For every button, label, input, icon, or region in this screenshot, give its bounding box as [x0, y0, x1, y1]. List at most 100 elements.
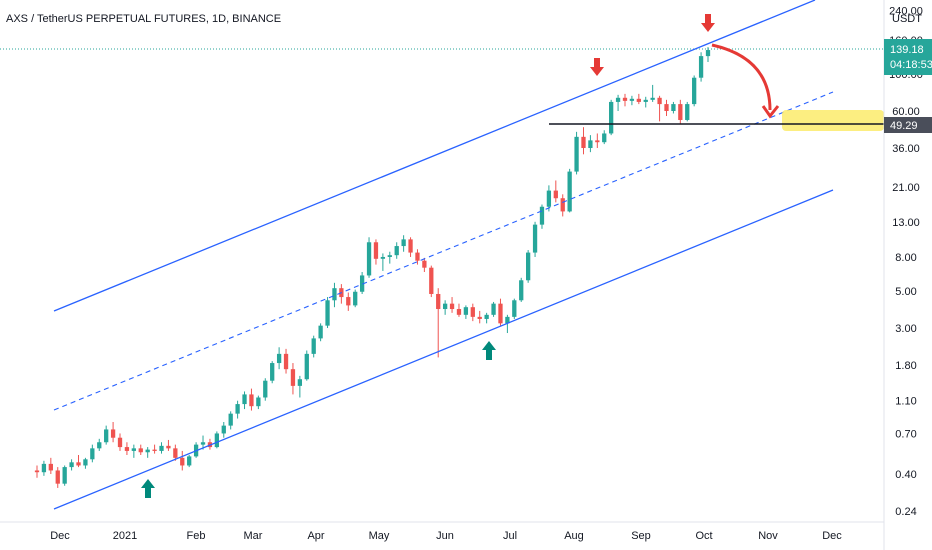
candle-body — [602, 133, 607, 143]
candle-body — [97, 442, 102, 449]
candle — [256, 395, 261, 410]
candle — [567, 168, 572, 213]
currency-label: USDT — [892, 13, 922, 25]
time-axis[interactable]: Dec 2021 Feb Mar Apr May Jun Jul Aug Sep Oct Nov Dec — [50, 530, 842, 542]
candle-body — [276, 353, 282, 364]
candle-body — [622, 97, 628, 101]
candle-body — [609, 101, 614, 134]
candle — [69, 459, 74, 471]
candle — [166, 439, 171, 451]
candle — [525, 250, 531, 283]
candle — [263, 378, 268, 401]
candle-body — [546, 190, 552, 207]
candle — [249, 388, 254, 411]
candle — [124, 442, 130, 455]
candle — [221, 421, 226, 438]
time-tick-label: Nov — [758, 530, 778, 542]
candle-body — [145, 449, 150, 453]
candle-body — [290, 369, 296, 386]
candle — [588, 135, 593, 153]
candle-body — [166, 445, 171, 449]
candle-body — [283, 353, 289, 370]
candle — [560, 194, 565, 217]
candle-body — [387, 255, 392, 257]
time-tick-label: Jun — [436, 530, 454, 542]
last-price-badge: 139.18 04:18:53 — [884, 39, 932, 75]
target-zone-highlight[interactable] — [782, 110, 884, 131]
candle-body — [346, 297, 351, 306]
candle — [145, 447, 150, 458]
candle-body — [539, 206, 545, 225]
candle — [657, 95, 662, 122]
candle-body — [491, 303, 496, 315]
candle-body — [83, 459, 88, 466]
candle-body — [456, 309, 462, 315]
candle — [159, 442, 164, 454]
candle — [228, 411, 233, 430]
candle — [104, 425, 109, 445]
candle-body — [200, 442, 206, 445]
candle — [456, 303, 462, 317]
down-arrow-head — [590, 67, 604, 76]
candle — [415, 249, 420, 265]
candle-body — [574, 136, 579, 172]
candle — [83, 457, 88, 469]
candle — [498, 298, 503, 326]
candle — [491, 301, 496, 317]
candle-body — [228, 413, 233, 426]
candle — [76, 454, 81, 468]
down-arrow-shaft — [705, 14, 711, 24]
candle — [373, 239, 379, 265]
candle — [609, 99, 614, 136]
candle-body — [110, 429, 116, 438]
candle-body — [401, 239, 406, 247]
chart-title: AXS / TetherUS PERPETUAL FUTURES, 1D, BI… — [6, 13, 281, 25]
price-tick-label: 0.24 — [895, 506, 916, 518]
candle — [117, 433, 123, 451]
up-arrow-head — [482, 341, 496, 350]
candle-body — [359, 275, 365, 292]
candle-body — [48, 463, 53, 471]
candle-body — [636, 98, 641, 102]
candle — [34, 465, 40, 478]
candle — [602, 130, 607, 145]
price-tick-label: 36.00 — [892, 143, 920, 155]
candle — [519, 277, 524, 302]
candle — [97, 438, 102, 451]
candle — [484, 312, 489, 324]
candle-body — [505, 316, 510, 324]
time-tick-label: Oct — [695, 530, 712, 542]
candle-body — [436, 293, 441, 310]
candle — [270, 361, 275, 384]
candle — [698, 52, 704, 82]
candle-body — [249, 394, 254, 407]
candle-body — [498, 303, 503, 324]
candle-body — [221, 425, 226, 434]
candle-body — [380, 256, 386, 259]
candle-body — [256, 397, 261, 407]
candle-body — [408, 239, 413, 253]
candle — [622, 93, 628, 107]
candle — [131, 444, 136, 458]
lower-channel-line[interactable] — [53, 189, 834, 510]
candle — [463, 305, 469, 319]
candle — [366, 237, 372, 278]
up-arrow-shaft — [145, 487, 151, 498]
upper-channel-line[interactable] — [53, 0, 816, 312]
candle — [214, 431, 220, 449]
level-price-badge-bg — [884, 117, 932, 133]
candle-body — [470, 307, 475, 317]
candle-body — [159, 445, 164, 451]
price-tick-label: 0.40 — [895, 469, 916, 481]
level-price-badge: 49.29 — [884, 117, 932, 133]
candle — [380, 253, 386, 271]
candle — [401, 235, 406, 252]
curved-arrow-icon — [711, 43, 772, 111]
candle — [408, 237, 413, 257]
candle-body — [180, 457, 185, 466]
down-arrow-icon — [701, 14, 715, 32]
candle — [187, 454, 192, 468]
candle-body — [69, 462, 74, 468]
